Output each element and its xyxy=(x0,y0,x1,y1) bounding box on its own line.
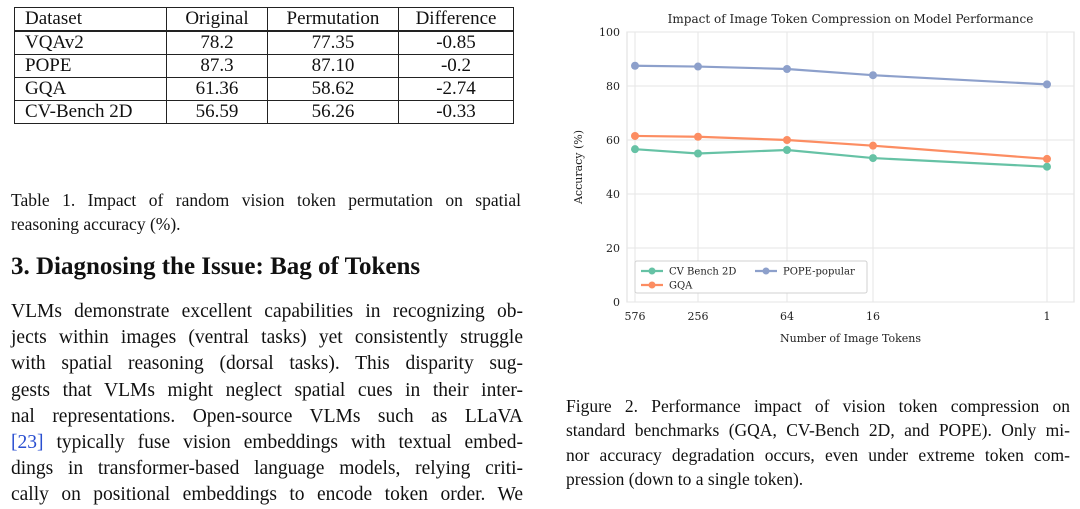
data-point xyxy=(694,149,702,158)
legend-swatch-marker xyxy=(648,281,656,289)
table-caption: Table 1. Impact of random vision token p… xyxy=(11,188,521,236)
legend-label: POPE-popular xyxy=(783,267,855,278)
plot-area xyxy=(626,31,1075,303)
legend-swatch-marker xyxy=(648,267,656,275)
x-tick-label: 16 xyxy=(866,310,880,323)
legend-swatch-marker xyxy=(762,267,770,275)
y-tick-label: 0 xyxy=(613,296,620,309)
table-cell: 87.3 xyxy=(166,54,268,78)
x-tick-label: 576 xyxy=(625,310,646,323)
body-line: dings in transformer-based language mode… xyxy=(11,458,523,480)
table-header-cell: Permutation xyxy=(267,7,399,32)
table-caption-line: reasoning accuracy (%). xyxy=(11,214,181,234)
chart-title: Impact of Image Token Compression on Mod… xyxy=(668,12,1034,26)
body-line: gests that VLMs might neglect spatial cu… xyxy=(11,379,523,401)
body-paragraph: VLMs demonstrate excellent capabilities … xyxy=(11,299,523,509)
legend-label: GQA xyxy=(669,281,693,292)
table-cell: -2.74 xyxy=(398,77,514,101)
data-point xyxy=(869,154,877,163)
y-tick-label: 80 xyxy=(606,80,620,93)
figure-caption-line: standard benchmarks (GQA, CV-Bench 2D, a… xyxy=(566,420,1070,441)
data-point xyxy=(1043,80,1051,89)
y-tick-label: 20 xyxy=(606,242,620,255)
x-tick-label: 1 xyxy=(1044,310,1051,323)
data-point xyxy=(631,145,639,154)
body-line: nal representations. Open-source VLMs su… xyxy=(11,405,523,427)
data-point xyxy=(694,132,702,141)
table-cell: 61.36 xyxy=(166,77,268,101)
x-tick-label: 64 xyxy=(780,310,794,323)
data-point xyxy=(869,71,877,80)
data-point xyxy=(783,64,791,73)
data-point xyxy=(869,141,877,150)
section-heading: 3. Diagnosing the Issue: Bag of Tokens xyxy=(11,253,421,280)
table-cell: 78.2 xyxy=(166,30,268,55)
figure-caption-line: nor accuracy degradation occurs, even un… xyxy=(566,444,1070,465)
table-row: GQA 61.36 58.62 -2.74 xyxy=(14,77,514,101)
table-cell: VQAv2 xyxy=(14,30,167,55)
body-line-with-citation: [23] typically fuse vision embeddings wi… xyxy=(11,432,523,454)
table-header-row: Dataset Original Permutation Difference xyxy=(14,7,514,32)
table-row: CV-Bench 2D 56.59 56.26 -0.33 xyxy=(14,100,514,124)
data-point xyxy=(1043,162,1051,171)
table-cell: CV-Bench 2D xyxy=(14,100,167,124)
data-point xyxy=(631,131,639,140)
table-cell: 56.26 xyxy=(267,100,399,124)
legend-box xyxy=(634,260,868,294)
y-axis-label: Accuracy (%) xyxy=(572,130,585,205)
data-point xyxy=(694,62,702,71)
figure-caption-line: pression (down to a single token). xyxy=(566,469,804,490)
table-row: POPE 87.3 87.10 -0.2 xyxy=(14,54,514,78)
table-caption-line: Table 1. Impact of random vision token p… xyxy=(11,190,521,210)
body-line: VLMs demonstrate excellent capabilities … xyxy=(11,301,523,322)
x-tick-label: 256 xyxy=(688,310,709,323)
table-cell: GQA xyxy=(14,77,167,101)
data-point xyxy=(783,145,791,154)
y-tick-label: 40 xyxy=(606,188,620,201)
table-header-cell: Difference xyxy=(398,7,514,32)
table-header-cell: Original xyxy=(166,7,268,32)
figure-caption: Figure 2. Performance impact of vision t… xyxy=(566,394,1070,492)
results-table: Dataset Original Permutation Difference … xyxy=(14,7,514,124)
table-cell: -0.2 xyxy=(398,54,514,78)
data-point xyxy=(1043,154,1051,163)
body-line: with spatial reasoning (dorsal tasks). T… xyxy=(11,353,523,375)
table-cell: POPE xyxy=(14,54,167,78)
table-cell: 56.59 xyxy=(166,100,268,124)
table-row: VQAv2 78.2 77.35 -0.85 xyxy=(14,30,514,55)
line-chart: 0 20 40 60 80 100 576 256 64 16 1 Impact of Image T… xyxy=(572,12,1075,345)
legend-label: CV Bench 2D xyxy=(669,267,736,278)
table-header-cell: Dataset xyxy=(14,7,167,32)
table-cell: -0.33 xyxy=(398,100,514,124)
table-cell: 77.35 xyxy=(267,30,399,55)
table-cell: -0.85 xyxy=(398,30,514,55)
x-axis-label: Number of Image Tokens xyxy=(780,332,921,345)
table-cell: 58.62 xyxy=(267,77,399,101)
table-cell: 87.10 xyxy=(267,54,399,78)
data-point xyxy=(631,61,639,70)
citation-link[interactable]: [23] xyxy=(11,432,44,454)
data-point xyxy=(783,136,791,144)
figure-caption-line: Figure 2. Performance impact of vision t… xyxy=(566,396,1070,416)
y-tick-label: 60 xyxy=(606,134,620,147)
body-line: jects within images (ventral tasks) yet … xyxy=(11,327,523,349)
y-tick-label: 100 xyxy=(599,26,620,39)
